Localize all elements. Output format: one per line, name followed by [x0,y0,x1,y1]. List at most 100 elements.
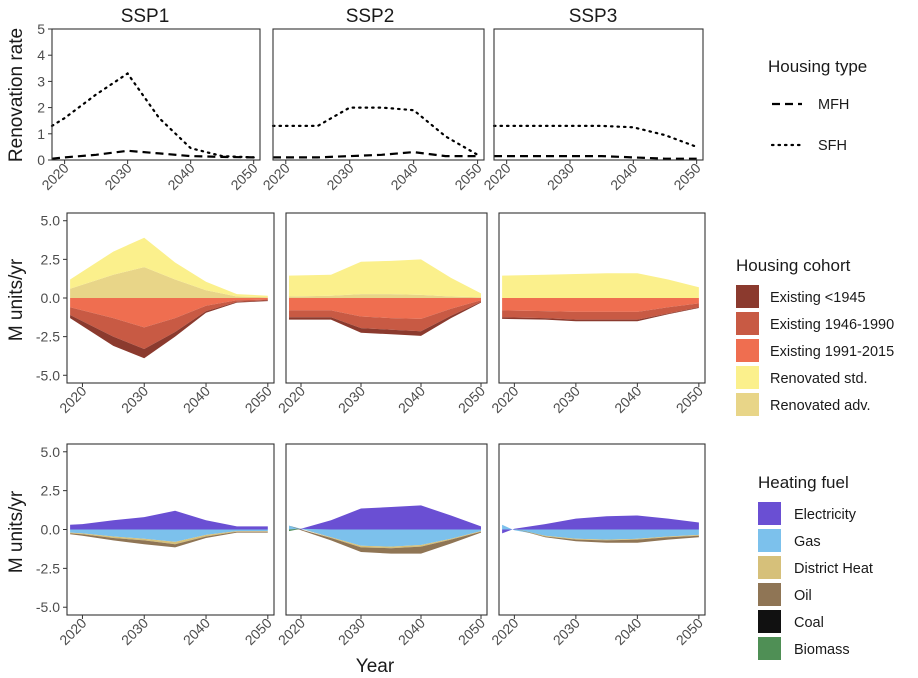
y-tick-label: 5 [37,21,45,37]
area-existing-1946-1990-ssp2 [289,300,481,332]
x-tick-label: 2030 [544,160,577,193]
legend-swatch-district-heat [758,556,781,579]
x-tick-label: 2030 [101,160,134,193]
x-tick-label: 2020 [260,160,293,193]
line-sfh-ssp1 [50,71,255,159]
x-tick-label: 2020 [275,615,308,648]
panel-housing_cohort-ssp2: 2020 2030 2040 2050 [275,212,488,416]
area-district-heat-ssp2 [289,525,481,549]
x-tick-label: 2040 [387,160,420,193]
area-existing-1945-ssp3 [502,307,699,322]
area-oil-ssp1 [70,531,268,548]
panel-frame [285,443,488,616]
y-tick-label: 2.5 [41,483,61,499]
y-axis-title-renovation-rate: Renovation rate [6,28,27,162]
line-mfh-ssp1 [51,149,254,160]
legend-heating-fuel: Heating fuel Electricity Gas District He… [758,473,873,660]
legend-title-housing-cohort: Housing cohort [736,256,851,275]
x-tick-label: 2040 [611,383,644,416]
x-axis-title: Year [356,656,395,677]
panel-frame [272,28,485,161]
y-tick-label: 4 [37,47,45,63]
x-tick-label: 2030 [550,615,583,648]
legend-swatch-oil [758,583,781,606]
legend-label-existing-1945: Existing <1945 [770,290,866,306]
x-tick-label: 2040 [395,383,428,416]
area-electricity-ssp1 [70,510,268,530]
x-tick-label: 2050 [673,615,706,648]
y-tick-label: -5.0 [36,599,60,615]
x-tick-label: 2020 [480,160,513,193]
panel-heating_fuel-ssp3: 2020 2030 2040 2050 [488,443,706,648]
legend-label-oil: Oil [794,588,812,604]
legend-swatch-existing-1945 [736,285,759,308]
panel-frame [285,212,488,384]
legend-swatch-gas [758,529,781,552]
x-tick-label: 2030 [335,615,368,648]
legend-title-heating-fuel: Heating fuel [758,473,849,492]
y-axis-title-cohort: M units/yr [6,258,27,341]
x-tick-label: 2050 [242,383,275,416]
y-tick-label: 2.5 [41,251,61,267]
area-renovated-std-ssp2 [289,259,481,298]
y-axis-title-fuel: M units/yr [6,490,27,573]
area-existing-1945-ssp1 [70,300,268,359]
y-axis-titles: Renovation rate M units/yr M units/yr [6,28,27,573]
facet-title-ssp2: SSP2 [346,6,395,27]
y-tick-label: -5.0 [36,367,60,383]
x-tick-label: 2040 [180,615,213,648]
panel-frame [498,212,706,384]
area-gas-ssp2 [289,525,481,547]
panel-housing_cohort-ssp1: 2020 2030 2040 2050 -5.0 -2.5 0.0 2.5 5.0 [36,212,275,416]
x-tick-label: 2050 [455,615,488,648]
panel-renovation_rate-ssp3: 2020 2030 2040 2050 [480,28,704,193]
legend-swatch-existing-1991-2015 [736,339,759,362]
panel-heating_fuel-ssp1: 2020 2030 2040 2050 -5.0 -2.5 0.0 2.5 5.0 [36,443,275,648]
x-tick-label: 2050 [242,615,275,648]
area-renovated-adv-ssp1 [70,267,268,298]
x-tick-label: 2050 [670,160,703,193]
x-tick-label: 2040 [611,615,644,648]
area-electricity-ssp2 [289,505,481,530]
panel-heating_fuel-ssp2: 2020 2030 2040 2050 [275,443,488,648]
legend-label-district-heat: District Heat [794,561,873,577]
facet-title-ssp3: SSP3 [569,6,618,27]
y-tick-label: 2 [37,100,45,116]
area-oil-ssp2 [289,525,481,554]
x-tick-label: 2020 [56,383,89,416]
y-tick-label: -2.5 [36,329,60,345]
x-tick-label: 2020 [275,383,308,416]
area-gas-ssp3 [502,524,699,540]
legend-label-electricity: Electricity [794,507,857,523]
legend-swatch-renovated-std [736,366,759,389]
panel-renovation_rate-ssp2: 2020 2030 2040 2050 [260,28,485,193]
line-mfh-ssp2 [273,150,478,159]
area-electricity-ssp3 [502,515,699,534]
legend-label-mfh: MFH [818,97,849,113]
area-existing-1946-1990-ssp3 [502,303,699,320]
x-tick-label: 2050 [451,160,484,193]
legend-label-renovated-std: Renovated std. [770,371,868,387]
area-gas-ssp1 [70,529,268,542]
area-existing-1991-2015-ssp3 [502,298,699,312]
x-tick-label: 2040 [395,615,428,648]
panel-housing_cohort-ssp3: 2020 2030 2040 2050 [488,212,706,416]
y-tick-label: 0 [37,152,45,168]
x-tick-label: 2020 [488,615,521,648]
x-tick-label: 2050 [673,383,706,416]
x-tick-label: 2040 [164,160,197,193]
x-tick-label: 2050 [455,383,488,416]
area-renovated-adv-ssp2 [289,294,481,298]
legend-swatch-existing-1946-1990 [736,312,759,335]
x-tick-label: 2030 [118,615,151,648]
line-sfh-ssp2 [271,106,479,156]
legend-swatch-renovated-adv [736,393,759,416]
y-tick-label: 0.0 [41,290,61,306]
y-tick-label: 0.0 [41,522,61,538]
legend-housing-type: Housing type MFH SFH [768,57,867,154]
legend-swatch-biomass [758,637,781,660]
legend-label-sfh: SFH [818,138,847,154]
legend-label-biomass: Biomass [794,642,850,658]
area-existing-1945-ssp2 [289,301,481,336]
